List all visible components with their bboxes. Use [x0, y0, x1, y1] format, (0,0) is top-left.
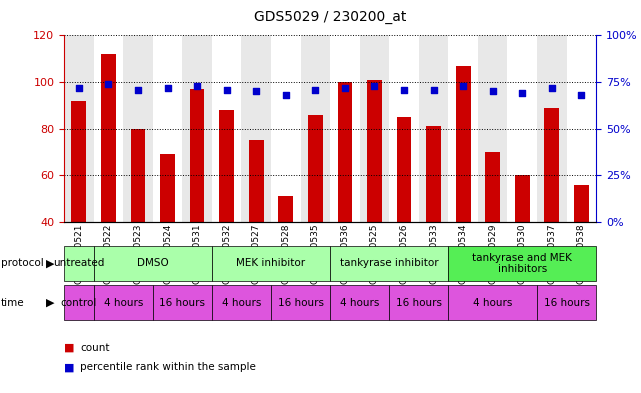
Point [488, 88, 498, 94]
Text: 4 hours: 4 hours [473, 298, 512, 308]
Bar [508, 35, 537, 222]
Bar [544, 108, 559, 222]
Text: control: control [61, 298, 97, 308]
Text: time: time [1, 298, 24, 308]
Text: ■: ■ [64, 362, 74, 373]
Text: count: count [80, 343, 110, 353]
Text: 16 hours: 16 hours [278, 298, 324, 308]
Bar [160, 154, 175, 222]
Point [162, 84, 172, 91]
Point [192, 83, 203, 89]
Text: 4 hours: 4 hours [222, 298, 261, 308]
Bar [271, 285, 330, 320]
Bar [72, 101, 87, 222]
Bar [330, 35, 360, 222]
Bar [537, 35, 567, 222]
Bar [249, 140, 263, 222]
Bar [389, 35, 419, 222]
Text: MEK inhibitor: MEK inhibitor [237, 258, 306, 268]
Bar [101, 54, 116, 222]
Point [281, 92, 291, 98]
Point [310, 86, 320, 93]
Bar [212, 285, 271, 320]
Bar [448, 246, 596, 281]
Bar [367, 80, 382, 222]
Bar [574, 185, 588, 222]
Point [103, 81, 113, 87]
Bar [182, 35, 212, 222]
Bar [360, 35, 389, 222]
Text: DMSO: DMSO [137, 258, 169, 268]
Bar [389, 285, 448, 320]
Bar [456, 66, 470, 222]
Bar [64, 35, 94, 222]
Text: 16 hours: 16 hours [395, 298, 442, 308]
Bar [419, 35, 448, 222]
Point [74, 84, 84, 91]
Bar [212, 35, 242, 222]
Bar [271, 35, 301, 222]
Bar [330, 246, 448, 281]
Point [369, 83, 379, 89]
Bar [478, 35, 508, 222]
Text: tankyrase inhibitor: tankyrase inhibitor [340, 258, 438, 268]
Bar [64, 246, 94, 281]
Point [399, 86, 409, 93]
Point [517, 90, 528, 96]
Bar [330, 285, 389, 320]
Bar [123, 35, 153, 222]
Bar [219, 110, 234, 222]
Text: ▶: ▶ [46, 298, 54, 308]
Text: 4 hours: 4 hours [340, 298, 379, 308]
Text: protocol: protocol [1, 258, 44, 268]
Bar [64, 285, 94, 320]
Text: percentile rank within the sample: percentile rank within the sample [80, 362, 256, 373]
Point [340, 84, 350, 91]
Point [133, 86, 143, 93]
Bar [153, 285, 212, 320]
Bar [397, 117, 412, 222]
Text: GDS5029 / 230200_at: GDS5029 / 230200_at [254, 10, 406, 24]
Point [576, 92, 587, 98]
Bar [515, 175, 529, 222]
Bar [301, 35, 330, 222]
Bar [94, 285, 153, 320]
Text: tankyrase and MEK
inhibitors: tankyrase and MEK inhibitors [472, 253, 572, 274]
Point [222, 86, 232, 93]
Bar [131, 129, 146, 222]
Bar [94, 35, 123, 222]
Bar [190, 89, 204, 222]
Bar [338, 82, 353, 222]
Bar [153, 35, 182, 222]
Bar [426, 127, 441, 222]
Text: 16 hours: 16 hours [160, 298, 205, 308]
Bar [278, 196, 293, 222]
Bar [537, 285, 596, 320]
Bar [448, 35, 478, 222]
Bar [94, 246, 212, 281]
Point [251, 88, 262, 94]
Bar [448, 285, 537, 320]
Point [428, 86, 438, 93]
Text: 16 hours: 16 hours [544, 298, 590, 308]
Text: untreated: untreated [53, 258, 104, 268]
Bar [485, 152, 500, 222]
Point [458, 83, 468, 89]
Bar [567, 35, 596, 222]
Text: ■: ■ [64, 343, 74, 353]
Bar [212, 246, 330, 281]
Text: 4 hours: 4 hours [104, 298, 143, 308]
Text: ▶: ▶ [46, 258, 54, 268]
Bar [308, 115, 322, 222]
Point [547, 84, 557, 91]
Bar [242, 35, 271, 222]
